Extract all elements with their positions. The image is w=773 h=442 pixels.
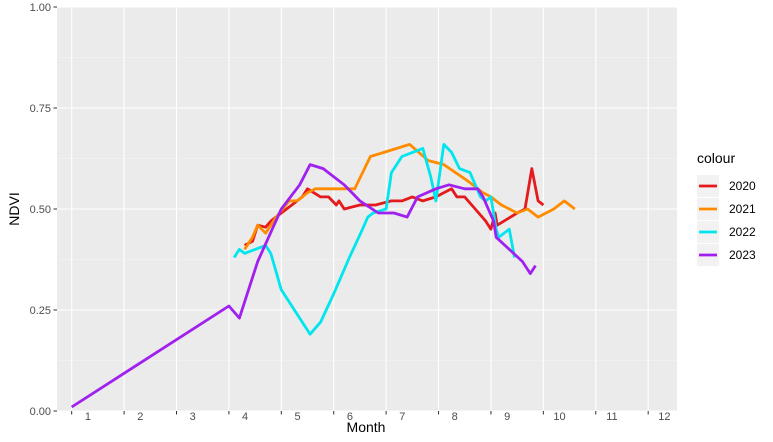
x-tick-label: 3 [190, 411, 196, 423]
legend-label: 2020 [729, 179, 756, 193]
x-tick-label: 6 [347, 411, 353, 423]
y-tick-label: 0.00 [30, 406, 51, 418]
legend-items: 2020 2021 2022 2023 [697, 175, 756, 266]
x-axis-tick-labels: 1 2 3 4 5 6 7 8 9 10 11 12 [85, 411, 671, 423]
y-axis-ticks [53, 6, 57, 412]
minor-gridlines [57, 57, 677, 361]
legend-label: 2021 [729, 202, 756, 216]
y-axis-tick-labels: 0.00 0.25 0.50 0.75 1.00 [30, 2, 51, 418]
x-tick-label: 4 [242, 411, 248, 423]
x-tick-label: 11 [606, 411, 617, 423]
series-line-2022 [232, 143, 516, 336]
x-axis-ticks [71, 411, 649, 415]
legend-title: colour [697, 150, 735, 166]
x-tick-label: 1 [85, 411, 91, 423]
x-axis-title: Month [347, 419, 386, 435]
series-line-2021 [243, 143, 576, 251]
y-tick-label: 0.50 [30, 204, 51, 216]
x-tick-label: 8 [452, 411, 458, 423]
x-tick-label: 10 [553, 411, 565, 423]
series-lines [70, 143, 576, 409]
x-tick-label: 2 [137, 411, 143, 423]
x-tick-label: 7 [399, 411, 405, 423]
legend-item-2020: 2020 [697, 175, 756, 197]
x-tick-label: 5 [294, 411, 300, 423]
y-tick-label: 1.00 [30, 2, 51, 14]
y-axis-title: NDVI [6, 192, 22, 225]
y-tick-label: 0.75 [30, 103, 51, 115]
legend-label: 2023 [729, 248, 756, 262]
legend-item-2022: 2022 [697, 221, 756, 243]
major-gridlines [57, 6, 677, 412]
legend: colour 2020 2021 2022 2023 [697, 150, 756, 266]
legend-item-2021: 2021 [697, 198, 756, 220]
y-tick-label: 0.25 [30, 305, 51, 317]
series-line-2020 [243, 167, 545, 247]
series-line-2023 [70, 163, 537, 409]
x-tick-label: 12 [658, 411, 670, 423]
legend-item-2023: 2023 [697, 244, 756, 266]
legend-label: 2022 [729, 225, 756, 239]
x-tick-label: 9 [504, 411, 510, 423]
